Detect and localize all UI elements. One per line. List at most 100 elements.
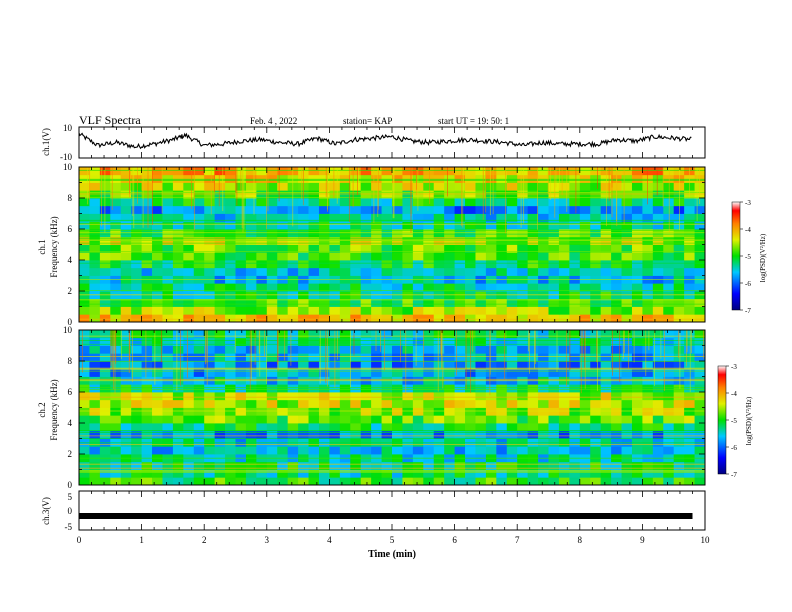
- spectrogram-1-cell: [465, 283, 476, 292]
- spectrogram-1-cell: [162, 283, 174, 292]
- spectrogram-1-cell: [631, 198, 643, 207]
- spectrogram-2-cell: [548, 477, 560, 486]
- spectrogram-2-cell: [433, 477, 445, 486]
- spectrogram-2-cell: [79, 423, 90, 432]
- spectrogram-2-cell: [673, 461, 685, 470]
- spectrogram-1-cell: [235, 252, 247, 261]
- spectrogram-1-cell: [663, 221, 675, 230]
- spectrogram-2-cell: [214, 353, 226, 362]
- spectrogram-2-cell: [172, 477, 184, 486]
- spectrogram-1-cell: [266, 205, 278, 214]
- spectrogram-1-cell: [318, 167, 330, 176]
- spectrogram-2-cell: [381, 469, 393, 478]
- spectrogram-1-cell: [663, 182, 675, 191]
- spectrogram-2-cell: [548, 392, 560, 401]
- spectrogram-2-cell: [329, 469, 341, 478]
- spectrogram-1-cell: [579, 236, 591, 245]
- spectrogram-1-cell: [684, 252, 695, 261]
- spectrogram-1-cell: [339, 236, 351, 245]
- spectrogram-2-cell: [590, 392, 602, 401]
- spectrogram-2-cell: [423, 469, 435, 478]
- spectrogram-2-cell: [141, 353, 153, 362]
- spectrogram-1-cell: [538, 298, 549, 307]
- spectrogram-1-cell: [673, 306, 685, 315]
- spectrogram-2-cell: [538, 415, 549, 424]
- spectrogram-1-cell: [433, 182, 445, 191]
- spectrogram-2-cell: [79, 399, 90, 408]
- spectrogram-1-cell: [381, 236, 393, 245]
- spectrogram-1-cell: [162, 167, 174, 176]
- spectrogram-2-cell: [506, 330, 518, 339]
- spectrogram-2-cell: [412, 353, 424, 362]
- spectrogram-2-cell: [642, 337, 654, 346]
- spectrogram-2-cell: [214, 361, 226, 370]
- spectrogram-2-cell: [621, 337, 633, 346]
- spectrogram-2-cell: [131, 353, 142, 362]
- spectrogram-2-cell: [663, 368, 675, 377]
- spectrogram-2-cell: [162, 446, 174, 455]
- y-tick-label: 10: [63, 325, 73, 335]
- spectrogram-1-cell: [110, 260, 122, 269]
- spectrogram-2-cell: [475, 330, 487, 339]
- spectrogram-2-cell: [162, 430, 174, 439]
- spectrogram-1-cell: [412, 174, 424, 183]
- spectrogram-2-cell: [318, 407, 330, 416]
- spectrogram-1-cell: [256, 298, 268, 307]
- spectrogram-2-cell: [496, 345, 508, 354]
- spectrogram-1-cell: [465, 306, 476, 315]
- spectrogram-1-cell: [329, 182, 341, 191]
- spectrogram-2-cell: [183, 353, 195, 362]
- spectrogram-1-cell: [120, 205, 132, 214]
- spectrogram-1-cell: [569, 182, 581, 191]
- spectrogram-2-cell: [287, 337, 299, 346]
- spectrogram-2-cell: [141, 423, 153, 432]
- spectrogram-1-cell: [465, 252, 476, 261]
- spectrogram-1-cell: [412, 314, 424, 323]
- spectrogram-2-cell: [350, 368, 362, 377]
- spectrogram-2-cell: [245, 446, 257, 455]
- x-tick-label: 9: [640, 535, 645, 545]
- spectrogram-2-cell: [287, 399, 299, 408]
- spectrogram-2-cell: [318, 353, 330, 362]
- spectrogram-2-cell: [444, 361, 455, 370]
- spectrogram-2-cell: [548, 430, 560, 439]
- spectrogram-1-cell: [141, 182, 153, 191]
- spectrogram-2-cell: [444, 430, 455, 439]
- spectrogram-1-cell: [506, 221, 518, 230]
- spectrogram-2-cell: [579, 415, 591, 424]
- spectrogram-1-cell: [381, 205, 393, 214]
- spectrogram-2-cell: [694, 446, 706, 455]
- spectrogram-1-cell: [538, 182, 549, 191]
- spectrogram-1-cell: [245, 213, 257, 222]
- spectrogram-2-cell: [381, 392, 393, 401]
- spectrogram-1-cell: [381, 213, 393, 222]
- spectrogram-2-cell: [110, 368, 122, 377]
- spectrogram-2-cell: [256, 461, 268, 470]
- spectrogram-2-cell: [110, 430, 122, 439]
- spectrogram-2-cell: [423, 345, 435, 354]
- spectrogram-1-cell: [444, 205, 455, 214]
- spectrogram-2-cell: [235, 423, 247, 432]
- spectrogram-1-cell: [454, 236, 466, 245]
- spectrogram-2-cell: [79, 368, 90, 377]
- spectrogram-2-cell: [579, 461, 591, 470]
- spectrogram-2-cell: [454, 423, 466, 432]
- spectrogram-1-cell: [569, 205, 581, 214]
- spectrogram-1-cell: [652, 205, 664, 214]
- spectrogram-2-cell: [318, 461, 330, 470]
- spectrogram-1-cell: [110, 221, 122, 230]
- spectrogram-2-cell: [172, 461, 184, 470]
- spectrogram-1-cell: [141, 198, 153, 207]
- spectrogram-2-cell: [412, 446, 424, 455]
- spectrogram-2-cell: [423, 423, 435, 432]
- spectrogram-2-cell: [277, 407, 289, 416]
- spectrogram-2-cell: [663, 345, 675, 354]
- spectrogram-2-cell: [642, 423, 654, 432]
- spectrogram-2-cell: [225, 407, 236, 416]
- spectrogram-1-cell: [684, 213, 695, 222]
- spectrogram-1-cell: [433, 260, 445, 269]
- spectrogram-2-cell: [339, 430, 351, 439]
- spectrogram-2-cell: [381, 477, 393, 486]
- spectrogram-2-cell: [204, 430, 216, 439]
- spectrogram-2-cell: [652, 337, 664, 346]
